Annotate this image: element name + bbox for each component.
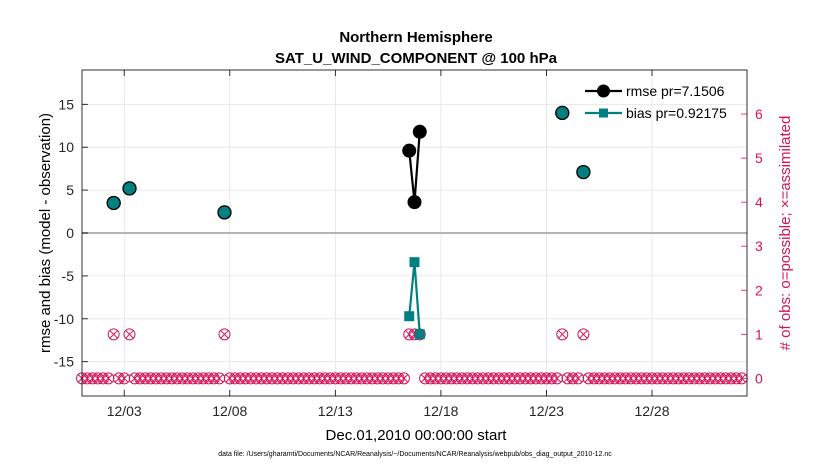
legend-bias-label: bias pr=0.92175 — [626, 105, 727, 121]
obs-possible-circle — [123, 328, 136, 341]
legend: rmse pr=7.1506 bias pr=0.92175 — [585, 83, 727, 121]
obs-possible-circle — [107, 328, 120, 341]
x-tick-label: 12/13 — [318, 403, 353, 419]
rmse-point — [412, 124, 427, 139]
rmse-line — [408, 131, 421, 203]
y-axis-label: rmse and bias (model - observation) — [37, 113, 54, 353]
y-tick-label: -10 — [54, 311, 74, 327]
rmse-point — [407, 195, 422, 210]
obs-assimilated-cross — [552, 374, 562, 383]
obs-count-marker — [572, 372, 585, 385]
y2-tick-label: 5 — [755, 150, 763, 166]
bias-point — [414, 329, 425, 340]
y-tick-label: 5 — [66, 182, 74, 198]
y2-axis-label: # of obs: o=possible; ×=assimilated — [777, 116, 794, 351]
obs-assimilated-cross — [399, 374, 409, 383]
obs-assimilated-cross — [558, 330, 567, 339]
x-tick-label: 12/28 — [634, 403, 669, 419]
obs-count-marker — [577, 328, 590, 341]
legend-bias-marker — [599, 108, 608, 118]
obs-possible-circle — [397, 372, 410, 385]
y-tick-label: 0 — [66, 225, 74, 241]
legend-rmse-marker — [597, 84, 610, 98]
obs-assimilated-cross — [119, 374, 129, 383]
y2-tick-label: 1 — [755, 326, 763, 342]
bias-point — [555, 105, 570, 121]
y-tick-label: 15 — [58, 96, 74, 112]
obs-assimilated-cross — [125, 330, 134, 339]
obs-count-marker — [397, 372, 410, 385]
x-axis-label: Dec.01,2010 00:00:00 start — [326, 427, 508, 444]
bias-line — [408, 262, 421, 335]
bias-point — [576, 164, 591, 180]
y2-tick-label: 2 — [755, 282, 763, 298]
y-tick-label: -5 — [62, 268, 75, 284]
x-tick-label: 12/23 — [529, 403, 564, 419]
x-tick-label: 12/18 — [423, 403, 458, 419]
obs-possible-circle — [556, 328, 569, 341]
obs-possible-circle — [218, 328, 231, 341]
obs-count-marker — [218, 328, 231, 341]
obs-assimilated-cross — [104, 374, 113, 383]
bias-point — [217, 205, 232, 220]
axis-ticks: 12/03 12/08 12/13 12/18 12/23 12/28 -15 -10 -5 0 5… — [54, 70, 763, 419]
data-file-footnote: data file: /Users/gharamti/Documents/NCA… — [218, 451, 612, 458]
x-tick-label: 12/03 — [107, 403, 142, 419]
obs-possible-circle — [577, 328, 590, 341]
x-tick-label: 12/08 — [212, 403, 247, 419]
data-layer — [76, 105, 748, 385]
obs-count-marker — [123, 328, 136, 341]
obs-assimilated-cross — [573, 374, 583, 383]
obs-assimilated-cross — [214, 374, 224, 383]
y2-tick-label: 0 — [755, 370, 763, 386]
legend-rmse-label: rmse pr=7.1506 — [626, 83, 725, 99]
y-tick-label: 10 — [58, 139, 74, 155]
y2-tick-label: 4 — [755, 194, 763, 210]
chart-title: Northern Hemisphere — [339, 29, 492, 46]
obs-assimilated-cross — [109, 330, 118, 339]
rmse-point — [402, 143, 417, 158]
obs-count-marker — [107, 328, 120, 341]
obs-assimilated-cross — [579, 330, 588, 339]
y-tick-label: -15 — [54, 354, 74, 370]
bias-point — [404, 311, 415, 322]
bias-point — [122, 181, 137, 196]
obs-assimilated-cross — [220, 330, 229, 339]
obs-count-marker — [551, 372, 563, 385]
chart-subtitle: SAT_U_WIND_COMPONENT @ 100 hPa — [275, 50, 558, 67]
obs-count-marker — [102, 372, 115, 385]
obs-count-marker — [556, 328, 569, 341]
bias-point — [106, 195, 121, 211]
y2-tick-label: 3 — [755, 238, 763, 254]
obs-count-marker — [213, 372, 226, 385]
y2-tick-label: 6 — [755, 106, 763, 122]
bias-point — [409, 257, 420, 268]
